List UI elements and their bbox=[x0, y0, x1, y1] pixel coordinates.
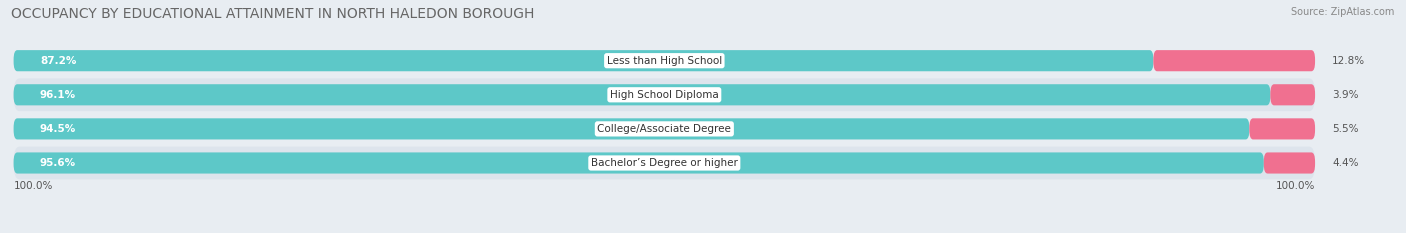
FancyBboxPatch shape bbox=[14, 84, 1271, 105]
Text: College/Associate Degree: College/Associate Degree bbox=[598, 124, 731, 134]
FancyBboxPatch shape bbox=[14, 50, 1153, 71]
FancyBboxPatch shape bbox=[14, 152, 1264, 174]
Text: Less than High School: Less than High School bbox=[607, 56, 721, 66]
Text: 100.0%: 100.0% bbox=[14, 181, 53, 191]
FancyBboxPatch shape bbox=[14, 79, 1315, 111]
Text: 96.1%: 96.1% bbox=[39, 90, 76, 100]
Text: 87.2%: 87.2% bbox=[39, 56, 76, 66]
Text: Bachelor’s Degree or higher: Bachelor’s Degree or higher bbox=[591, 158, 738, 168]
Text: 4.4%: 4.4% bbox=[1331, 158, 1358, 168]
Text: Source: ZipAtlas.com: Source: ZipAtlas.com bbox=[1291, 7, 1395, 17]
FancyBboxPatch shape bbox=[14, 118, 1250, 140]
Text: 94.5%: 94.5% bbox=[39, 124, 76, 134]
Text: OCCUPANCY BY EDUCATIONAL ATTAINMENT IN NORTH HALEDON BOROUGH: OCCUPANCY BY EDUCATIONAL ATTAINMENT IN N… bbox=[11, 7, 534, 21]
FancyBboxPatch shape bbox=[14, 147, 1315, 179]
FancyBboxPatch shape bbox=[1271, 84, 1315, 105]
FancyBboxPatch shape bbox=[1264, 152, 1315, 174]
FancyBboxPatch shape bbox=[14, 44, 1315, 77]
Text: 3.9%: 3.9% bbox=[1331, 90, 1358, 100]
Legend: Owner-occupied, Renter-occupied: Owner-occupied, Renter-occupied bbox=[546, 230, 783, 233]
Text: 95.6%: 95.6% bbox=[39, 158, 76, 168]
Text: High School Diploma: High School Diploma bbox=[610, 90, 718, 100]
Text: 5.5%: 5.5% bbox=[1331, 124, 1358, 134]
Text: 12.8%: 12.8% bbox=[1331, 56, 1365, 66]
FancyBboxPatch shape bbox=[14, 113, 1315, 145]
FancyBboxPatch shape bbox=[1250, 118, 1315, 140]
Text: 100.0%: 100.0% bbox=[1275, 181, 1315, 191]
FancyBboxPatch shape bbox=[1153, 50, 1315, 71]
